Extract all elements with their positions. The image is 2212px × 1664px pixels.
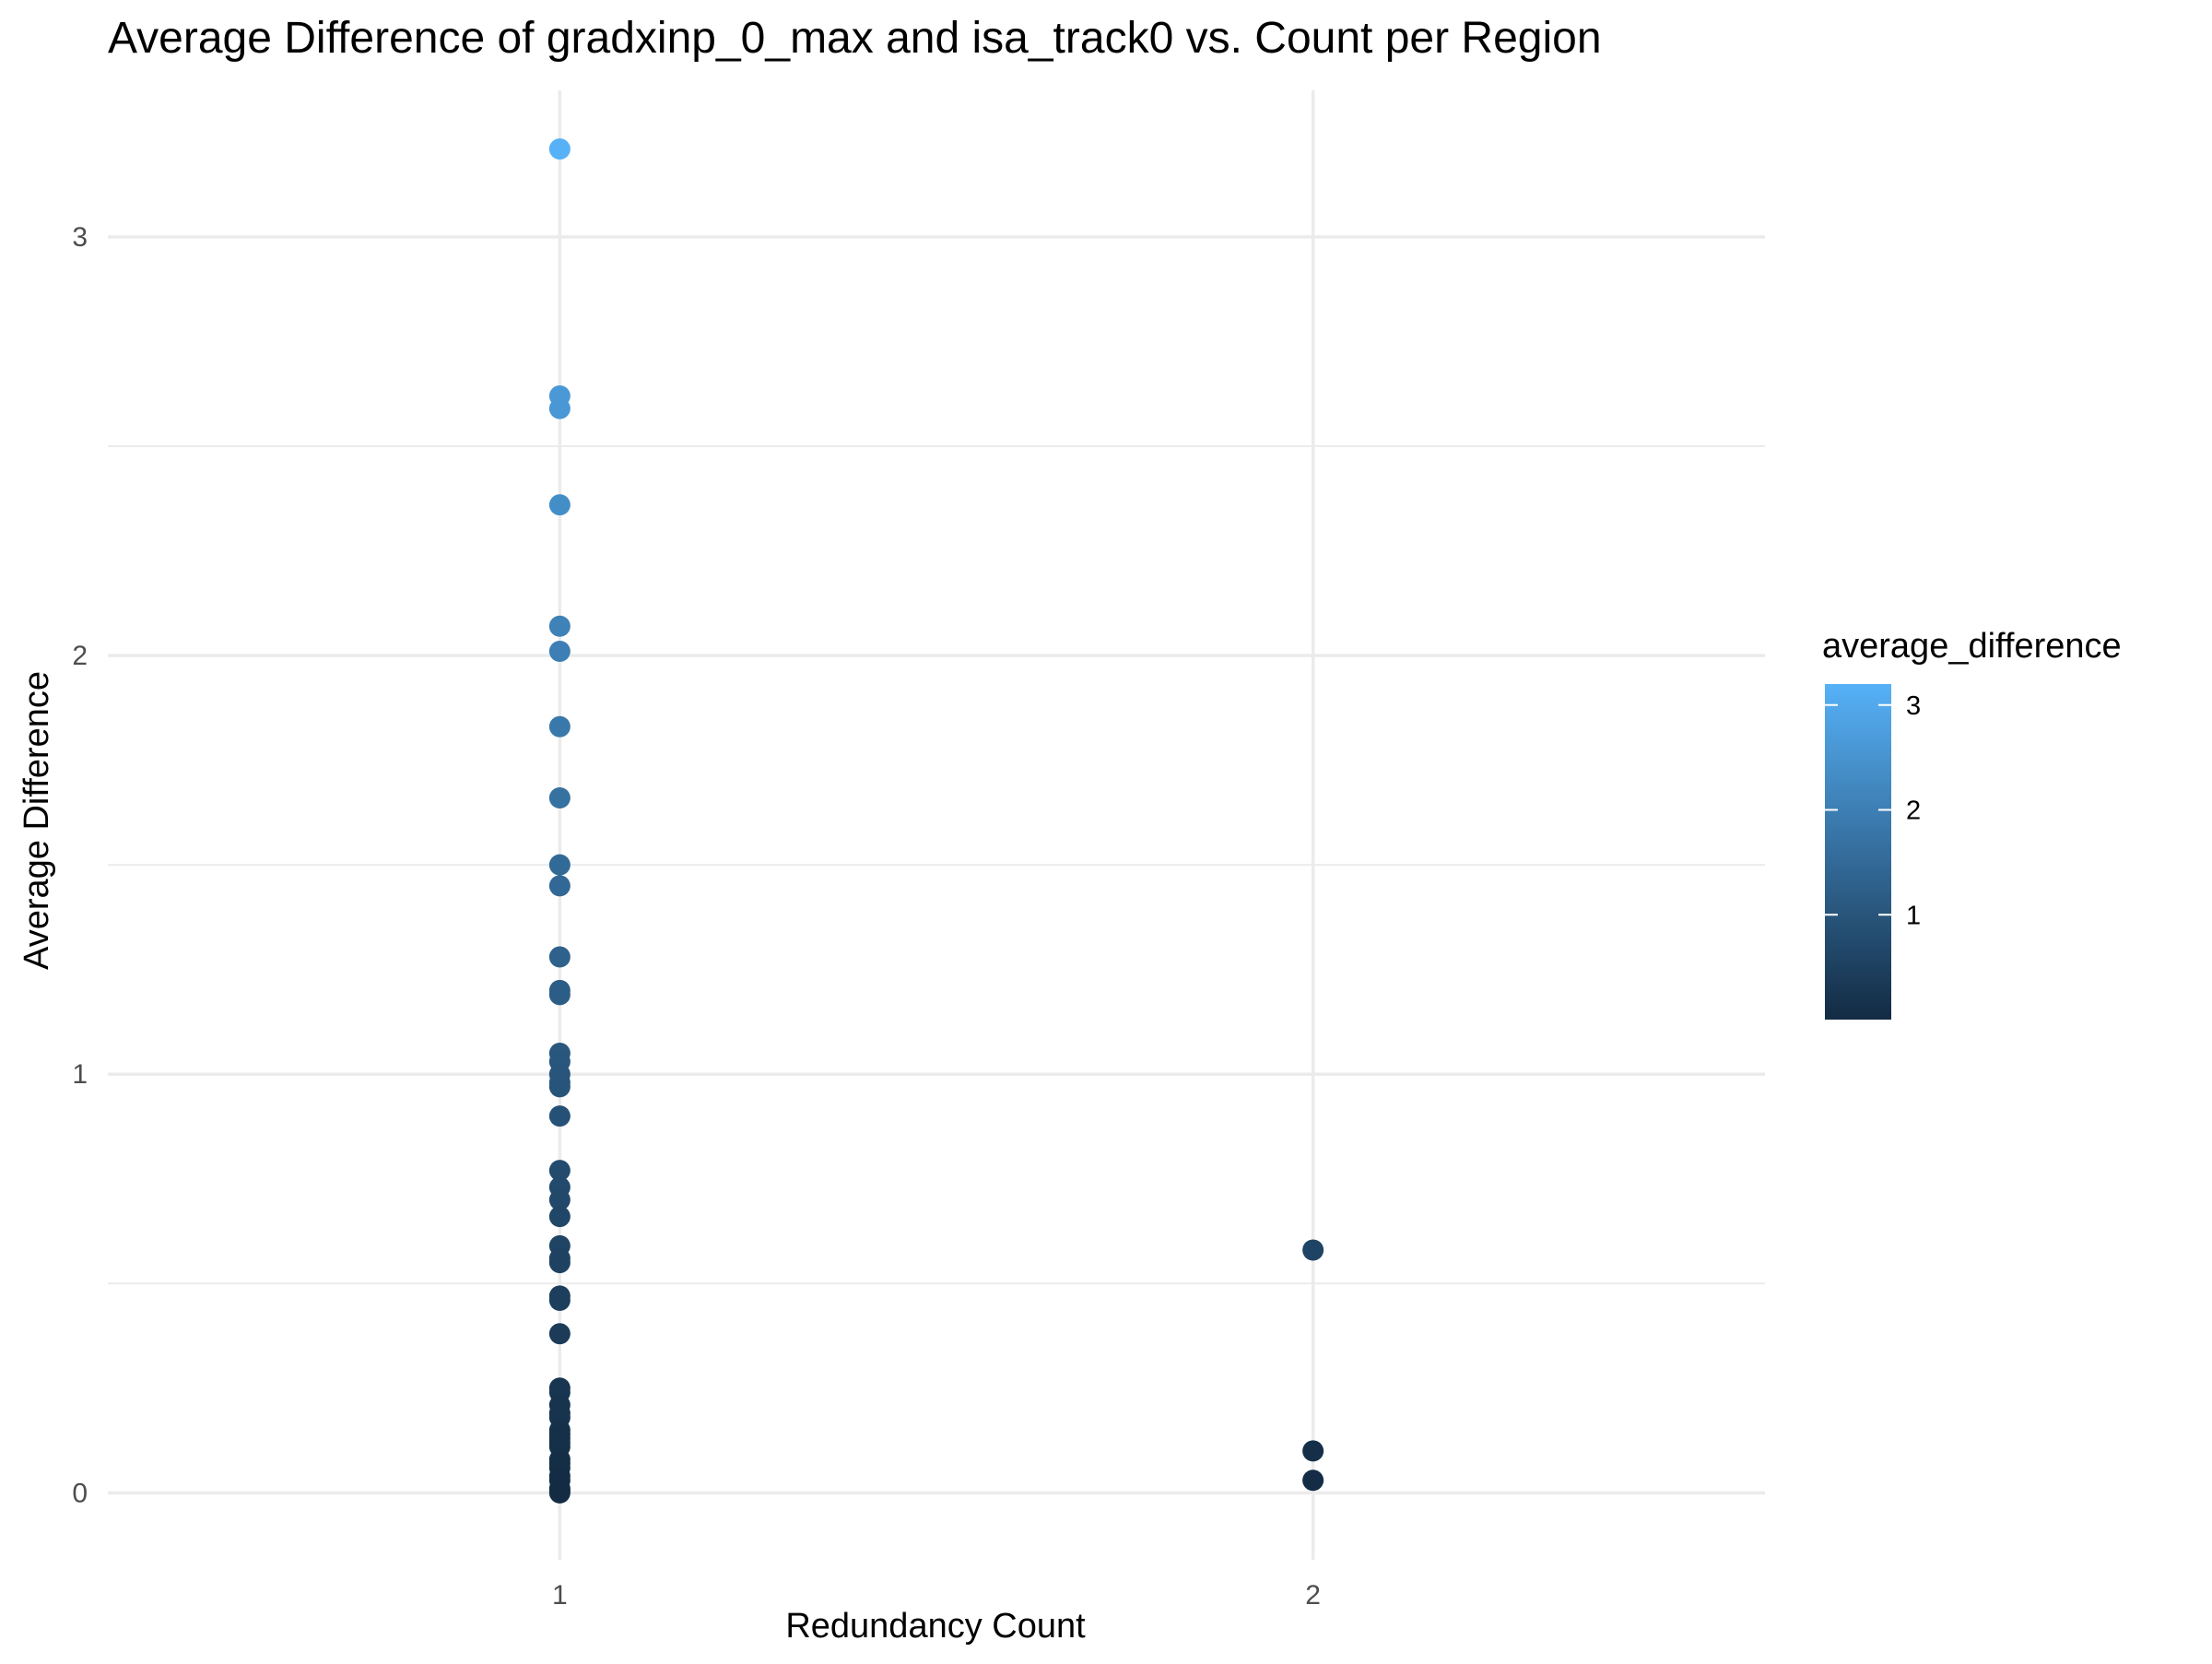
data-point — [548, 875, 571, 897]
colorbar-ticks: 1 2 3 — [1825, 691, 1921, 930]
data-point — [548, 494, 571, 516]
data-point — [548, 946, 571, 968]
data-point — [548, 615, 571, 637]
y-tick-label: 0 — [72, 1478, 88, 1508]
y-tick-label: 2 — [72, 641, 88, 671]
data-point — [548, 1323, 571, 1345]
y-tick-label: 1 — [72, 1059, 88, 1090]
data-point — [548, 984, 571, 1006]
legend-title: average_difference — [1822, 627, 2122, 666]
color-legend: average_difference 1 2 3 — [1822, 627, 2122, 1020]
x-tick-label: 1 — [552, 1580, 568, 1611]
colorbar-label: 1 — [1906, 901, 1921, 930]
data-point — [548, 786, 571, 808]
colorbar-label: 3 — [1906, 691, 1921, 721]
data-point — [1302, 1469, 1324, 1492]
data-point — [548, 1252, 571, 1274]
x-tick-label: 2 — [1305, 1580, 1321, 1611]
y-tick-labels: 0 1 2 3 — [72, 222, 88, 1508]
minor-gridlines — [108, 445, 1765, 1285]
colorbar — [1825, 684, 1891, 1020]
x-axis-title: Redundancy Count — [785, 1607, 1086, 1646]
data-point — [548, 397, 571, 419]
data-point — [548, 1481, 571, 1504]
data-point — [548, 715, 571, 738]
data-point — [548, 1076, 571, 1098]
data-point — [548, 1289, 571, 1311]
colorbar-label: 2 — [1906, 797, 1921, 826]
major-gridlines — [108, 90, 1765, 1560]
data-point — [1302, 1239, 1324, 1261]
data-point — [548, 138, 571, 160]
data-point — [548, 1206, 571, 1228]
data-point — [548, 641, 571, 663]
data-points — [548, 138, 1324, 1504]
chart-title: Average Difference of gradxinp_0_max and… — [108, 14, 1602, 63]
data-point — [548, 1105, 571, 1127]
y-axis-title: Average Difference — [18, 671, 56, 970]
data-point — [1302, 1440, 1324, 1462]
data-point — [548, 1188, 571, 1210]
data-point — [548, 854, 571, 876]
data-point — [548, 1160, 571, 1182]
y-tick-label: 3 — [72, 222, 88, 253]
